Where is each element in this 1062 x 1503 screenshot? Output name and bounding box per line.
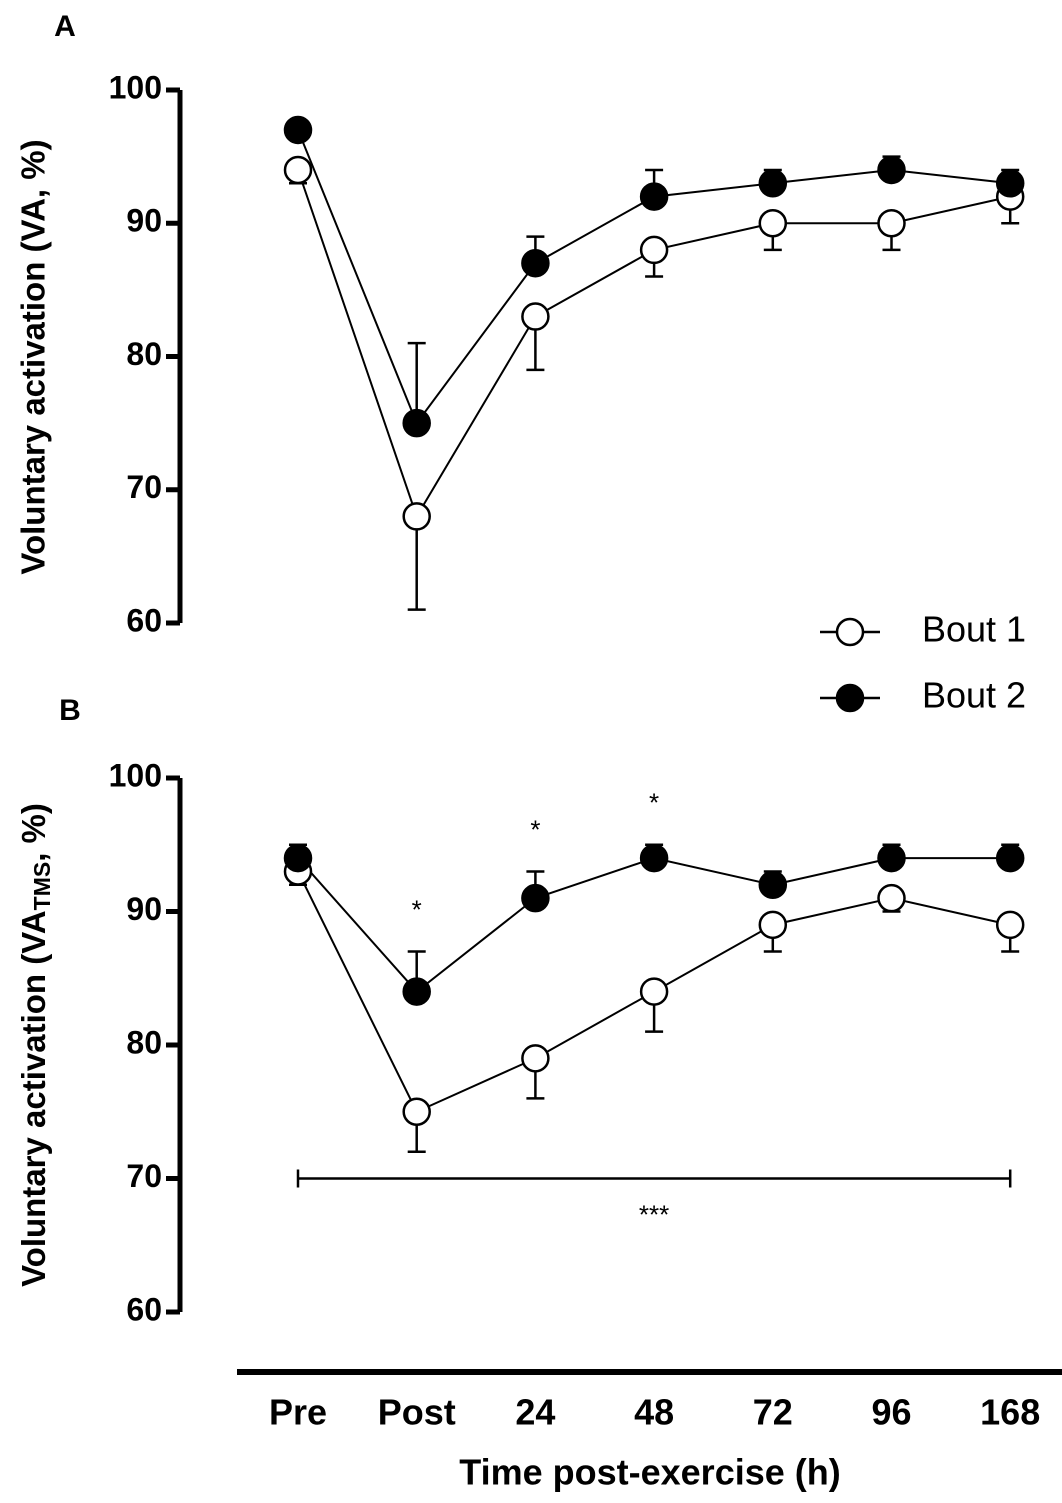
panel-label: B [59, 694, 81, 727]
panel-label: A [54, 10, 76, 43]
data-point [402, 977, 431, 1006]
data-point [877, 843, 906, 873]
significance-label: * [412, 894, 422, 924]
data-point [877, 883, 906, 913]
data-point [995, 843, 1025, 873]
data-point [521, 883, 550, 913]
x-tick-label: Pre [269, 1392, 327, 1433]
data-point [639, 977, 669, 1006]
legend-label: Bout 1 [922, 609, 1026, 650]
y-tick-label: 100 [109, 69, 162, 105]
data-point [758, 209, 788, 238]
data-point [877, 155, 906, 185]
data-point [995, 169, 1025, 198]
data-point [639, 182, 669, 211]
data-point [639, 843, 669, 873]
data-point [521, 302, 550, 331]
x-tick-label: 168 [980, 1392, 1040, 1433]
data-point [758, 169, 788, 198]
data-point [758, 910, 788, 940]
data-point [402, 1097, 431, 1126]
data-point [283, 155, 313, 185]
significance-label: * [649, 788, 659, 818]
data-point [521, 248, 550, 278]
legend-marker [835, 617, 865, 647]
y-axis-label-main: Voluntary activation (VA [15, 910, 52, 1287]
x-tick-label: Post [378, 1392, 456, 1433]
y-tick-label: 90 [126, 203, 162, 239]
y-tick-label: 60 [126, 602, 162, 638]
y-axis-label-subscript: TMS [29, 862, 55, 911]
data-point [877, 209, 906, 238]
series-line [297, 857, 1011, 993]
y-tick-label: 80 [126, 336, 162, 372]
significance-label: *** [639, 1199, 669, 1229]
y-tick-label: 80 [126, 1024, 162, 1060]
y-tick-label: 90 [126, 891, 162, 927]
data-point [283, 843, 313, 873]
y-tick-label: 100 [109, 757, 162, 793]
legend-label: Bout 2 [922, 675, 1026, 716]
y-tick-label: 60 [126, 1291, 162, 1327]
data-point [402, 502, 431, 531]
data-point [402, 408, 431, 438]
x-tick-label: 72 [753, 1392, 793, 1433]
y-axis-label-end: , %) [15, 803, 52, 862]
legend-marker [835, 683, 865, 713]
data-point [758, 870, 788, 900]
x-tick-label: 96 [871, 1392, 911, 1433]
y-tick-label: 70 [126, 469, 162, 505]
y-axis-label: Voluntary activation (VA, %) [15, 139, 52, 574]
data-point [639, 235, 669, 265]
data-point [521, 1044, 550, 1073]
x-tick-label: 48 [634, 1392, 674, 1433]
y-axis-label: Voluntary activation (VATMS, %) [15, 803, 55, 1287]
significance-label: * [530, 814, 540, 844]
x-axis-label: Time post-exercise (h) [459, 1452, 840, 1493]
data-point [283, 115, 313, 145]
data-point [995, 910, 1025, 940]
x-tick-label: 24 [515, 1392, 555, 1433]
y-tick-label: 70 [126, 1158, 162, 1194]
